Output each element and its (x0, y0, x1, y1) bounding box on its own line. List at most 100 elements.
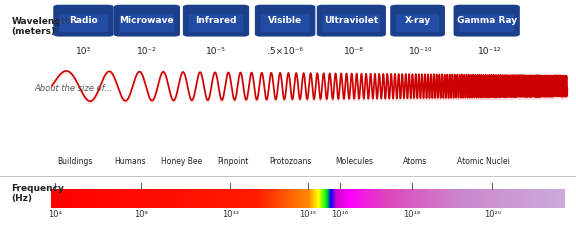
Bar (450, 189, 452, 208)
Bar (69, 189, 71, 208)
Bar (415, 189, 416, 208)
Bar (550, 189, 552, 208)
Bar (68, 189, 70, 208)
Bar (183, 189, 185, 208)
Bar (556, 189, 558, 208)
Bar (283, 189, 285, 208)
Bar (137, 189, 139, 208)
Bar (151, 189, 153, 208)
Bar (488, 189, 490, 208)
Bar (391, 189, 392, 208)
Bar (236, 189, 237, 208)
FancyBboxPatch shape (260, 14, 309, 32)
Bar (336, 189, 338, 208)
Bar (366, 189, 367, 208)
Bar (135, 189, 137, 208)
Bar (84, 189, 85, 208)
Bar (153, 189, 154, 208)
Bar (157, 189, 158, 208)
Bar (113, 189, 115, 208)
Bar (110, 189, 112, 208)
Bar (474, 189, 476, 208)
Bar (497, 189, 498, 208)
Bar (115, 189, 116, 208)
Bar (500, 189, 501, 208)
Bar (429, 189, 430, 208)
Bar (365, 189, 367, 208)
Bar (71, 189, 73, 208)
Bar (185, 189, 187, 208)
Bar (558, 189, 560, 208)
Bar (276, 189, 278, 208)
Bar (313, 189, 314, 208)
Bar (202, 189, 203, 208)
Text: Molecules: Molecules (335, 157, 373, 166)
Text: 10⁻¹²: 10⁻¹² (478, 47, 501, 56)
Bar (443, 189, 445, 208)
Bar (263, 189, 265, 208)
Bar (266, 189, 267, 208)
Bar (524, 189, 526, 208)
Bar (483, 189, 485, 208)
Bar (490, 189, 491, 208)
Bar (509, 189, 510, 208)
Bar (491, 189, 493, 208)
Bar (420, 189, 422, 208)
Bar (164, 189, 165, 208)
Bar (466, 189, 468, 208)
Bar (501, 189, 502, 208)
Bar (294, 189, 296, 208)
Bar (204, 189, 206, 208)
Bar (196, 189, 197, 208)
Bar (306, 189, 308, 208)
Bar (116, 189, 118, 208)
Bar (102, 189, 104, 208)
Bar (407, 189, 409, 208)
Bar (353, 189, 354, 208)
Bar (545, 189, 547, 208)
Bar (425, 189, 426, 208)
Bar (338, 189, 339, 208)
Bar (511, 189, 513, 208)
Bar (302, 189, 304, 208)
Bar (129, 189, 130, 208)
Bar (436, 189, 438, 208)
Bar (74, 189, 76, 208)
Bar (145, 189, 147, 208)
Text: Microwave: Microwave (120, 16, 174, 25)
Bar (223, 189, 225, 208)
Bar (448, 189, 450, 208)
FancyBboxPatch shape (391, 5, 445, 37)
Bar (267, 189, 269, 208)
Bar (539, 189, 540, 208)
Bar (59, 189, 60, 208)
Bar (229, 189, 230, 208)
Bar (119, 189, 120, 208)
Bar (100, 189, 101, 208)
Bar (424, 189, 425, 208)
Bar (169, 189, 170, 208)
Bar (174, 189, 176, 208)
Bar (435, 189, 437, 208)
Bar (475, 189, 477, 208)
Bar (381, 189, 382, 208)
Bar (103, 189, 105, 208)
Bar (214, 189, 215, 208)
Bar (457, 189, 459, 208)
Bar (207, 189, 209, 208)
Bar (177, 189, 179, 208)
Bar (422, 189, 423, 208)
Bar (301, 189, 302, 208)
FancyBboxPatch shape (59, 14, 108, 32)
Bar (541, 189, 543, 208)
Bar (339, 189, 341, 208)
Bar (78, 189, 80, 208)
Bar (359, 189, 361, 208)
Bar (122, 189, 123, 208)
Bar (230, 189, 232, 208)
Bar (559, 189, 561, 208)
Bar (442, 189, 444, 208)
Bar (331, 189, 333, 208)
Bar (517, 189, 519, 208)
Bar (445, 189, 447, 208)
